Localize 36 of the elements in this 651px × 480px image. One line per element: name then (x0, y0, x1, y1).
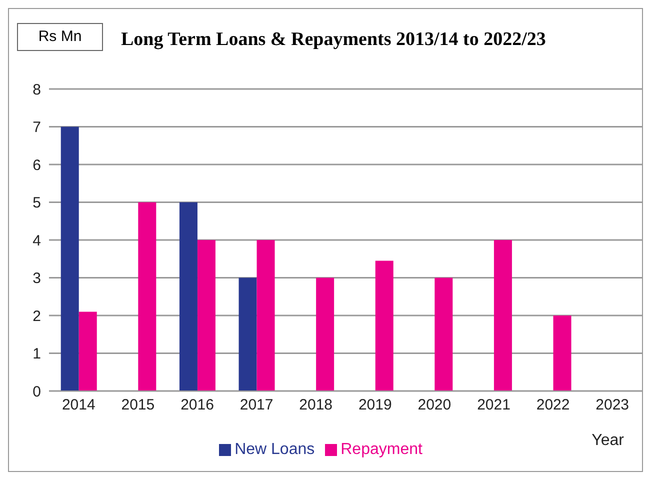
y-axis-title: Rs Mn (17, 23, 103, 51)
x-tick-label: 2019 (358, 396, 392, 414)
bar (256, 240, 275, 391)
x-tick-label: 2023 (596, 396, 630, 414)
bar (553, 316, 572, 391)
bar (78, 312, 97, 391)
y-tick-label: 5 (32, 194, 41, 212)
y-tick-label: 3 (32, 270, 41, 288)
y-tick-label: 8 (32, 81, 41, 98)
legend-label: Repayment (340, 441, 422, 458)
x-axis-title: Year (592, 432, 624, 450)
x-tick-label: 2015 (121, 396, 155, 414)
bar (434, 278, 453, 391)
bar (238, 278, 257, 391)
x-tick-label: 2022 (536, 396, 570, 414)
y-tick-label: 1 (32, 346, 41, 363)
y-tick-label: 6 (32, 156, 41, 174)
bar (60, 126, 79, 391)
bar (494, 240, 512, 391)
bar (138, 202, 156, 391)
chart-title: Long Term Loans & Repayments 2013/14 to 2022/23 (121, 29, 546, 51)
x-tick-label: 2014 (62, 396, 96, 414)
x-tick-label: 2018 (299, 396, 333, 414)
y-tick-label: 2 (32, 308, 41, 325)
bar (179, 202, 198, 391)
x-tick-label: 2017 (240, 396, 274, 414)
x-tick-label: 2021 (477, 396, 510, 414)
legend-label: New Loans (234, 441, 315, 458)
bar (375, 260, 394, 391)
x-tick-label: 2016 (180, 396, 214, 414)
y-tick-label: 0 (32, 383, 41, 400)
x-tick-label: 2020 (418, 396, 452, 414)
bar (316, 278, 334, 391)
y-tick-label: 4 (32, 232, 41, 250)
y-tick-label: 7 (32, 119, 41, 136)
bar (197, 240, 216, 391)
